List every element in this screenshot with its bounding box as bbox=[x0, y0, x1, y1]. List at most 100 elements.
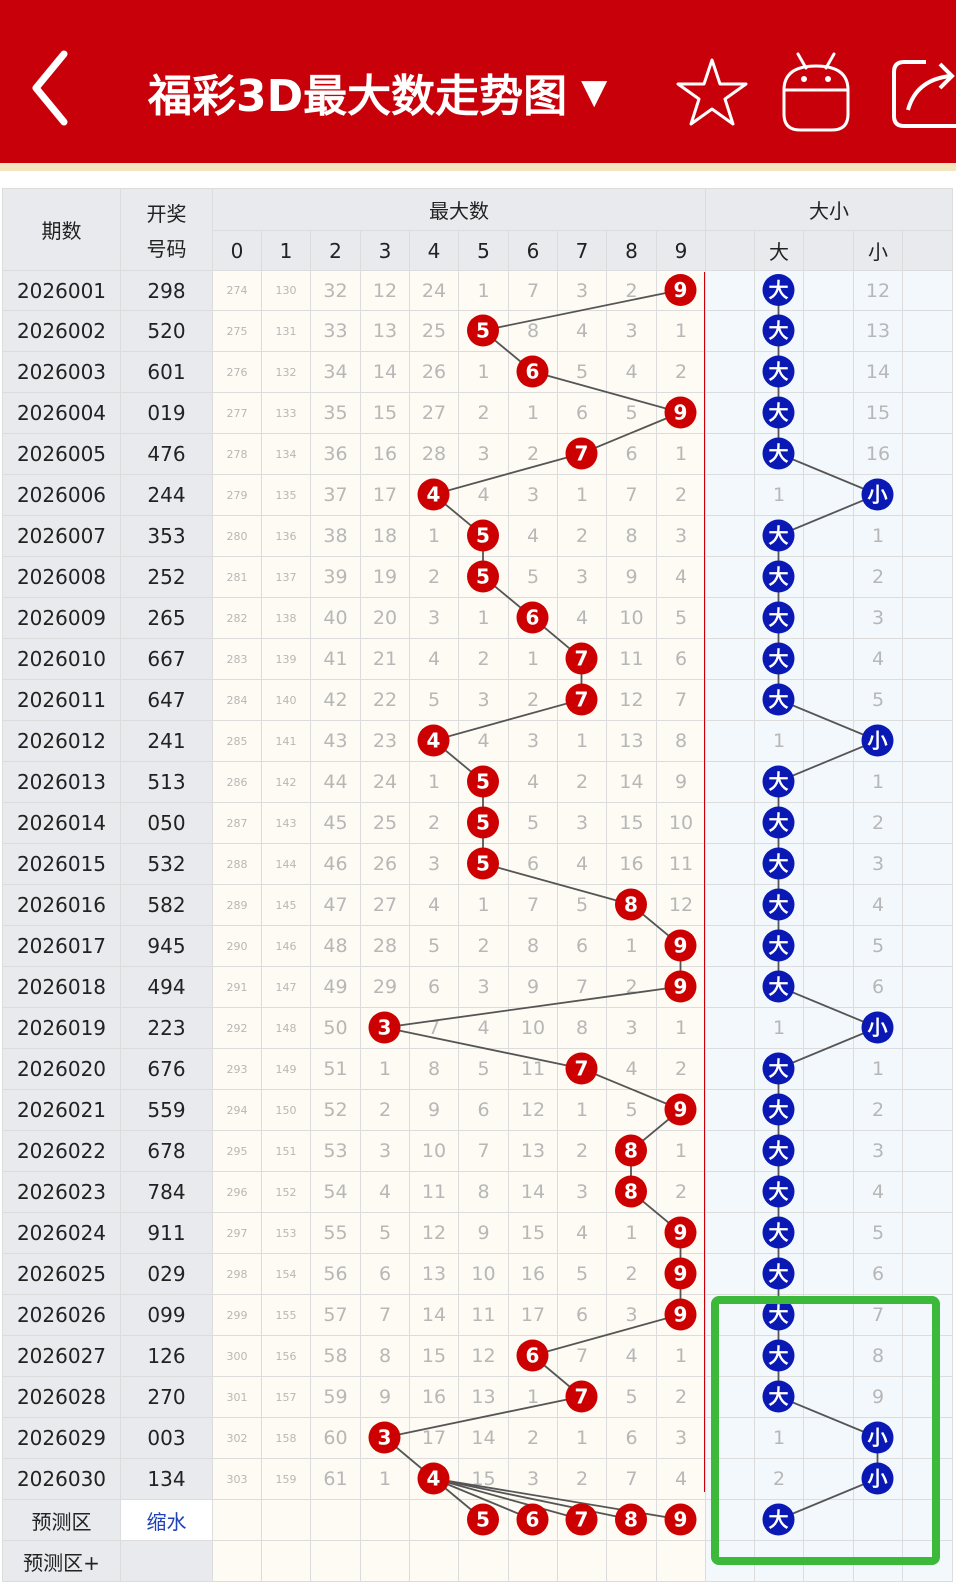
size-spacer-cell bbox=[705, 392, 755, 434]
prediction-plus-cell[interactable] bbox=[310, 1540, 361, 1582]
max-digit-cell: 5 bbox=[557, 884, 607, 926]
max-digit-cell: 10 bbox=[458, 1253, 509, 1295]
max-digit-cell: 60 bbox=[310, 1417, 361, 1459]
table-row: 2026002 520 275 131 33 13 25 8 4 3 1 13 bbox=[2, 310, 953, 352]
prediction-plus-size-cell[interactable] bbox=[754, 1540, 804, 1582]
robot-icon[interactable] bbox=[776, 46, 856, 136]
share-icon[interactable] bbox=[886, 46, 956, 136]
prediction-digit-cell[interactable] bbox=[606, 1499, 657, 1541]
table-row: 2026006 244 279 135 37 17 4 3 1 7 2 1 bbox=[2, 474, 953, 516]
max-digit-cell: 2 bbox=[656, 1376, 706, 1418]
draw-number-cell: 945 bbox=[120, 925, 213, 967]
size-small-cell: 7 bbox=[853, 1294, 903, 1336]
star-icon[interactable] bbox=[672, 46, 752, 136]
prediction-digit-cell[interactable] bbox=[310, 1499, 361, 1541]
max-digit-cell: 139 bbox=[261, 638, 311, 680]
max-digit-cell: 3 bbox=[606, 1007, 657, 1049]
max-digit-cell bbox=[656, 392, 706, 434]
max-digit-cell: 52 bbox=[310, 1089, 361, 1131]
prediction-digit-cell[interactable] bbox=[212, 1499, 262, 1541]
prediction-plus-size-cell[interactable] bbox=[853, 1540, 903, 1582]
draw-number-cell: 099 bbox=[120, 1294, 213, 1336]
max-digit-cell: 145 bbox=[261, 884, 311, 926]
max-digit-cell: 154 bbox=[261, 1253, 311, 1295]
back-arrow-icon[interactable] bbox=[28, 48, 78, 128]
max-digit-cell: 8 bbox=[557, 1007, 607, 1049]
max-digit-cell: 26 bbox=[409, 351, 459, 393]
max-digit-cell: 5 bbox=[606, 1376, 657, 1418]
prediction-size-cell[interactable] bbox=[754, 1499, 804, 1541]
prediction-plus-size-cell[interactable] bbox=[902, 1540, 953, 1582]
table-row: 2026029 003 302 158 60 17 14 2 1 6 3 1 bbox=[2, 1417, 953, 1459]
prediction-size-cell[interactable] bbox=[853, 1499, 903, 1541]
prediction-size-cell[interactable] bbox=[803, 1499, 854, 1541]
max-digit-cell: 2 bbox=[606, 966, 657, 1008]
max-digit-cell: 1 bbox=[656, 1130, 706, 1172]
prediction-digit-cell[interactable] bbox=[409, 1499, 459, 1541]
max-digit-cell: 285 bbox=[212, 720, 262, 762]
prediction-digit-cell[interactable] bbox=[557, 1499, 607, 1541]
prediction-plus-cell[interactable] bbox=[360, 1540, 410, 1582]
size-spacer-cell bbox=[803, 474, 854, 516]
size-small-cell: 3 bbox=[853, 843, 903, 885]
shrink-link[interactable]: 缩水 bbox=[120, 1499, 213, 1541]
prediction-digit-cell[interactable] bbox=[261, 1499, 311, 1541]
max-digit-cell: 2 bbox=[409, 556, 459, 598]
prediction-digit-cell[interactable] bbox=[508, 1499, 558, 1541]
digit-header: 3 bbox=[360, 230, 410, 271]
max-digit-cell bbox=[656, 1294, 706, 1336]
max-digit-cell: 1 bbox=[409, 515, 459, 557]
max-digit-cell: 1 bbox=[557, 1089, 607, 1131]
prediction-plus-cell[interactable] bbox=[212, 1540, 262, 1582]
draw-number-cell: 003 bbox=[120, 1417, 213, 1459]
max-digit-cell: 8 bbox=[409, 1048, 459, 1090]
prediction-digit-cell[interactable] bbox=[458, 1499, 509, 1541]
prediction-plus-spacer bbox=[120, 1540, 213, 1582]
max-digit-cell: 47 bbox=[310, 884, 361, 926]
max-digit-cell: 298 bbox=[212, 1253, 262, 1295]
size-spacer-cell bbox=[705, 433, 755, 475]
max-digit-cell: 274 bbox=[212, 270, 262, 311]
max-digit-cell: 159 bbox=[261, 1458, 311, 1500]
max-digit-cell: 56 bbox=[310, 1253, 361, 1295]
size-spacer-cell bbox=[803, 925, 854, 967]
max-digit-cell: 39 bbox=[310, 556, 361, 598]
max-digit-cell: 1 bbox=[508, 1376, 558, 1418]
prediction-digit-cell[interactable] bbox=[656, 1499, 706, 1541]
max-digit-cell: 3 bbox=[606, 310, 657, 352]
prediction-plus-cell[interactable] bbox=[458, 1540, 509, 1582]
prediction-plus-size-cell[interactable] bbox=[803, 1540, 854, 1582]
max-digit-cell: 20 bbox=[360, 597, 410, 639]
prediction-plus-cell[interactable] bbox=[656, 1540, 706, 1582]
max-digit-cell: 8 bbox=[458, 1171, 509, 1213]
max-digit-cell: 11 bbox=[508, 1048, 558, 1090]
table-row: 2026015 532 288 144 46 26 3 6 4 16 11 3 bbox=[2, 843, 953, 885]
prediction-plus-cell[interactable] bbox=[557, 1540, 607, 1582]
draw-number-cell: 667 bbox=[120, 638, 213, 680]
max-digit-cell: 1 bbox=[508, 392, 558, 434]
prediction-plus-cell[interactable] bbox=[261, 1540, 311, 1582]
page-title-dropdown[interactable]: 福彩3D最大数走势图 ▼ bbox=[148, 60, 607, 124]
prediction-size-cell[interactable] bbox=[902, 1499, 953, 1541]
prediction-plus-cell[interactable] bbox=[409, 1540, 459, 1582]
max-digit-cell: 16 bbox=[508, 1253, 558, 1295]
size-spacer-cell bbox=[803, 310, 854, 352]
prediction-plus-row: 预测区+ bbox=[2, 1540, 953, 1582]
max-digit-cell bbox=[508, 597, 558, 639]
max-digit-cell bbox=[458, 761, 509, 803]
max-digit-cell: 1 bbox=[557, 1417, 607, 1459]
max-digit-cell: 3 bbox=[508, 1458, 558, 1500]
prediction-plus-size-cell[interactable] bbox=[705, 1540, 755, 1582]
prediction-plus-cell[interactable] bbox=[508, 1540, 558, 1582]
size-spacer-cell bbox=[902, 556, 953, 598]
max-digit-cell: 152 bbox=[261, 1171, 311, 1213]
prediction-plus-cell[interactable] bbox=[606, 1540, 657, 1582]
period-cell: 2026026 bbox=[2, 1294, 121, 1336]
draw-number-cell: 520 bbox=[120, 310, 213, 352]
max-digit-cell: 281 bbox=[212, 556, 262, 598]
prediction-size-cell[interactable] bbox=[705, 1499, 755, 1541]
number-header: 开奖 号码 bbox=[120, 188, 213, 271]
prediction-digit-cell[interactable] bbox=[360, 1499, 410, 1541]
size-spacer-cell bbox=[902, 1376, 953, 1418]
max-digit-cell: 8 bbox=[508, 310, 558, 352]
